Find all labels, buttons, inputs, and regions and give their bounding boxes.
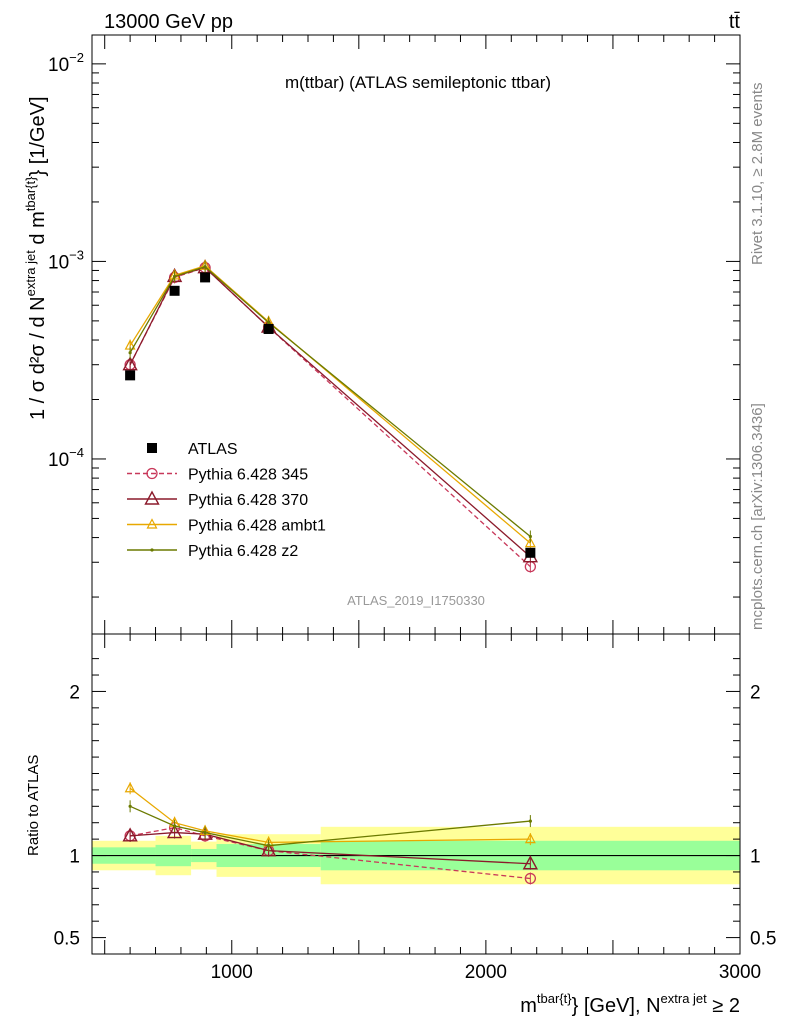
- legend-label-0: ATLAS: [188, 441, 238, 458]
- ratio-y-tick-label-left-1: 1: [69, 847, 80, 868]
- ratio-y-tick-label-right-2: 2: [750, 682, 761, 703]
- legend-label-1: Pythia 6.428 345: [188, 467, 308, 484]
- y-tick-base: 10: [48, 450, 69, 471]
- header-process-label: tt̄: [729, 11, 741, 33]
- ratio-point-3-2: [203, 830, 207, 835]
- ratio-y-tick-label-right-1: 1: [750, 847, 761, 868]
- main-point-4-2: [203, 265, 207, 269]
- main-point-4-0: [128, 351, 132, 355]
- ratio-point-1-3: [260, 842, 277, 857]
- ratio-y-axis-label: Ratio to ATLAS: [25, 755, 42, 856]
- rivet-version-label: Rivet 3.1.10, ≥ 2.8M events: [749, 83, 766, 266]
- ratio-point-1-0: [122, 827, 138, 842]
- main-line-2: [129, 266, 531, 558]
- chart-title: m(ttbar) (ATLAS semileptonic ttbar): [285, 73, 551, 92]
- ratio-point-2-4: [524, 832, 536, 844]
- legend-item-3: Pythia 6.428 ambt1: [127, 518, 326, 535]
- main-point-0-1: [169, 285, 180, 296]
- ylabel-main-part: 1 / σ d²σ / d N: [27, 296, 49, 420]
- main-point-0-3: [263, 323, 274, 334]
- y-tick-base: 10: [48, 252, 69, 273]
- legend-item-1: Pythia 6.428 345: [127, 467, 308, 484]
- ylabel-end-part: } [1/GeV]: [27, 96, 49, 176]
- xlabel-main-part: m: [520, 995, 537, 1017]
- legend: ATLAS Pythia 6.428 345 Pythia 6.428 370 Pyt…: [127, 441, 326, 560]
- legend-marker-3: [146, 518, 158, 529]
- main-series-0: [125, 272, 536, 558]
- mcplots-label: mcplots.cern.ch [arXiv:1306.3436]: [749, 403, 766, 630]
- legend-label-3: Pythia 6.428 ambt1: [188, 518, 326, 535]
- legend-item-2: Pythia 6.428 370: [127, 490, 308, 509]
- ratio-point-2-0: [124, 781, 136, 793]
- ratio-uncertainty-bands: [92, 826, 740, 885]
- y-tick-base: 10: [48, 55, 69, 76]
- ylabel-sup1: extra jet: [23, 250, 38, 297]
- ratio-point-3-1: [172, 824, 177, 828]
- ratio-point-1-4: [522, 855, 539, 870]
- ratio-series-3: [128, 800, 532, 852]
- y-tick-exponent: −3: [69, 247, 84, 262]
- analysis-id-watermark: ATLAS_2019_I1750330: [347, 593, 485, 608]
- x-axis-label: mtbar{t}} [GeV], Nextra jet ≥ 2: [520, 991, 740, 1017]
- y-tick-exponent: −4: [69, 445, 84, 460]
- xlabel-sup1: tbar{t}: [537, 991, 572, 1006]
- x-tick-label-2: 3000: [719, 962, 761, 983]
- x-tick-label-1: 2000: [465, 962, 507, 983]
- main-axis-ticks: 10−210−310−4: [48, 50, 740, 598]
- legend-item-0: ATLAS: [147, 441, 238, 458]
- svg-text:1 / σ d²σ / d Nextra jet d mtb: 1 / σ d²σ / d Nextra jet d mtbar{t}} [1/…: [23, 96, 49, 420]
- xlabel-end-part: ≥ 2: [707, 995, 740, 1017]
- main-y-axis-label: 1 / σ d²σ / d Nextra jet d mtbar{t}} [1/…: [23, 96, 49, 420]
- main-panel-series: [122, 259, 539, 573]
- ratio-point-3-3: [267, 844, 271, 848]
- x-tick-label-0: 1000: [211, 962, 253, 983]
- ylabel-mid-part: d m: [27, 211, 49, 250]
- y-tick-label-2: 10−4: [48, 445, 84, 471]
- ratio-point-3-0: [128, 804, 132, 808]
- main-series-4: [128, 260, 532, 543]
- ylabel-sup2: tbar{t}: [23, 176, 38, 211]
- ratio-panel-series: [122, 781, 539, 885]
- main-point-4-4: [528, 534, 532, 539]
- main-point-3-4: [524, 536, 536, 548]
- main-series-3: [124, 259, 536, 550]
- main-point-2-0: [122, 356, 138, 371]
- main-point-4-3: [267, 321, 271, 325]
- ratio-point-0-4: [524, 872, 537, 885]
- main-point-4-1: [172, 274, 177, 278]
- main-series-1: [124, 261, 537, 573]
- ratio-axis-ticks: 1000 2000 3000 0.5 0.5 1 1 2 2: [54, 35, 776, 983]
- legend-marker-0: [147, 443, 157, 453]
- main-point-0-0: [125, 370, 136, 381]
- legend-marker-4: [150, 548, 154, 552]
- ratio-y-tick-label-right-0: 0.5: [750, 929, 776, 950]
- legend-marker-2: [144, 490, 160, 505]
- legend-label-2: Pythia 6.428 370: [188, 492, 308, 509]
- legend-marker-1: [146, 467, 158, 480]
- main-point-0-2: [200, 272, 211, 283]
- ratio-y-tick-label-left-0: 0.5: [54, 929, 80, 950]
- xlabel-sup2: extra jet: [661, 991, 708, 1006]
- ratio-point-1-1: [166, 824, 183, 839]
- y-tick-label-1: 10−3: [48, 247, 84, 273]
- y-tick-exponent: −2: [69, 50, 84, 65]
- ratio-point-3-4: [528, 819, 532, 823]
- main-series-2: [122, 259, 539, 563]
- main-point-0-4: [525, 547, 536, 558]
- header-energy-label: 13000 GeV pp: [104, 11, 233, 33]
- ratio-y-tick-label-left-2: 2: [69, 682, 80, 703]
- legend-item-4: Pythia 6.428 z2: [127, 543, 298, 560]
- ratio-panel-frame: [91, 633, 741, 955]
- y-tick-label-0: 10−2: [48, 50, 84, 76]
- legend-label-4: Pythia 6.428 z2: [188, 543, 298, 560]
- xlabel-mid-part: } [GeV], N: [572, 995, 661, 1017]
